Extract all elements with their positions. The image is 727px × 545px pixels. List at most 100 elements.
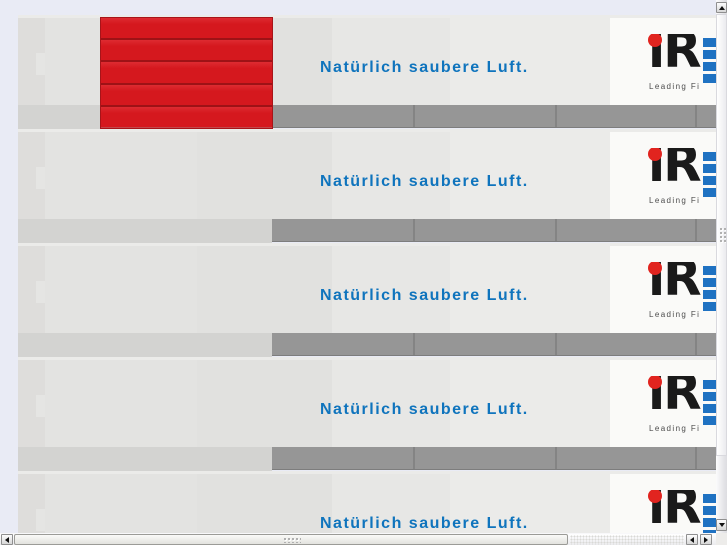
brand-logo[interactable]: iR Leading Fi (648, 34, 716, 104)
triangle-left-icon (690, 536, 694, 543)
block-top-strip (18, 15, 716, 18)
brand-logo[interactable]: iR Leading Fi (648, 490, 716, 533)
scroll-up-button[interactable] (716, 2, 727, 13)
menu-item[interactable] (101, 62, 272, 85)
background-notch (36, 395, 45, 417)
logo-bars-icon (703, 152, 716, 200)
menu-item[interactable] (101, 18, 272, 41)
background-band (332, 360, 450, 447)
navbar-left-strip (18, 447, 272, 471)
block-top-strip (18, 243, 716, 246)
scroll-left-button[interactable] (1, 534, 13, 545)
block-top-strip (18, 129, 716, 132)
logo-red-dot-icon (648, 262, 662, 275)
navbar-separator (413, 447, 415, 469)
horizontal-scrollbar[interactable] (0, 533, 716, 545)
scroll-left-button-secondary[interactable] (686, 534, 698, 545)
navbar[interactable] (272, 447, 716, 470)
navbar-separator (695, 447, 697, 469)
brand-tagline: Natürlich saubere Luft. (320, 59, 529, 76)
brand-tagline: Natürlich saubere Luft. (320, 515, 529, 532)
background-band (450, 132, 610, 219)
navbar-separator (695, 219, 697, 241)
page-content: Natürlich saubere Luft. iR Leading Fi (18, 15, 716, 533)
background-band (450, 360, 610, 447)
navbar-separator (695, 105, 697, 127)
thumb-grip-icon (283, 537, 301, 543)
navbar[interactable] (272, 333, 716, 356)
navbar-separator (555, 447, 557, 469)
logo-red-dot-icon (648, 490, 662, 503)
background-band (197, 474, 332, 533)
thumb-grip-icon (719, 227, 726, 244)
logo-subtext: Leading Fi (649, 424, 701, 433)
brand-logo[interactable]: iR Leading Fi (648, 148, 716, 218)
background-band (197, 246, 332, 333)
logo-bars-icon (703, 266, 716, 314)
scroll-right-button[interactable] (700, 534, 712, 545)
navbar-separator (413, 219, 415, 241)
triangle-left-icon (5, 536, 9, 543)
scrollbar-track[interactable] (570, 535, 684, 545)
navbar-separator (413, 333, 415, 355)
vertical-scrollbar[interactable] (716, 0, 727, 533)
block-top-strip (18, 471, 716, 474)
navbar[interactable] (272, 219, 716, 242)
header-block: Natürlich saubere Luft. iR Leading Fi (18, 129, 716, 243)
navbar[interactable] (272, 105, 716, 128)
menu-item[interactable] (101, 40, 272, 63)
logo-subtext: Leading Fi (649, 82, 701, 91)
background-band (45, 246, 197, 333)
brand-logo[interactable]: iR Leading Fi (648, 376, 716, 446)
navbar-separator (555, 333, 557, 355)
logo-bars-icon (703, 494, 716, 533)
brand-tagline: Natürlich saubere Luft. (320, 287, 529, 304)
logo-bars-icon (703, 380, 716, 428)
horizontal-scrollbar-thumb[interactable] (14, 534, 568, 545)
brand-tagline: Natürlich saubere Luft. (320, 173, 529, 190)
navbar-separator (413, 105, 415, 127)
background-band (610, 132, 716, 219)
background-band (45, 474, 197, 533)
scrollbar-corner (716, 533, 727, 545)
background-notch (36, 281, 45, 303)
brand-logo[interactable]: iR Leading Fi (648, 262, 716, 332)
navbar-left-strip (18, 333, 272, 357)
navbar-separator (555, 105, 557, 127)
background-band (450, 474, 610, 533)
background-notch (36, 167, 45, 189)
background-band (610, 246, 716, 333)
triangle-right-icon (704, 536, 708, 543)
background-band (610, 474, 716, 533)
triangle-down-icon (718, 523, 725, 527)
navbar-left-strip (18, 219, 272, 243)
brand-tagline: Natürlich saubere Luft. (320, 401, 529, 418)
background-band (332, 132, 450, 219)
background-band (45, 132, 197, 219)
background-band (332, 474, 450, 533)
vertical-scrollbar-thumb[interactable] (716, 14, 727, 456)
header-block: Natürlich saubere Luft. iR Leading Fi (18, 357, 716, 471)
header-block: Natürlich saubere Luft. iR Leading Fi (18, 243, 716, 357)
background-band (610, 18, 716, 105)
logo-subtext: Leading Fi (649, 310, 701, 319)
navbar-separator (555, 219, 557, 241)
background-band (610, 360, 716, 447)
navbar-separator (695, 333, 697, 355)
scroll-down-button[interactable] (716, 519, 727, 531)
dropdown-menu (100, 17, 273, 129)
block-top-strip (18, 357, 716, 360)
background-band (450, 246, 610, 333)
background-band (332, 18, 450, 105)
header-block: Natürlich saubere Luft. iR Leading Fi (18, 471, 716, 533)
background-band (197, 132, 332, 219)
background-band (450, 18, 610, 105)
triangle-up-icon (718, 5, 725, 10)
logo-red-dot-icon (648, 148, 662, 161)
background-band (332, 246, 450, 333)
menu-item[interactable] (101, 106, 272, 129)
logo-bars-icon (703, 38, 716, 86)
background-notch (36, 53, 45, 75)
menu-item[interactable] (101, 84, 272, 107)
